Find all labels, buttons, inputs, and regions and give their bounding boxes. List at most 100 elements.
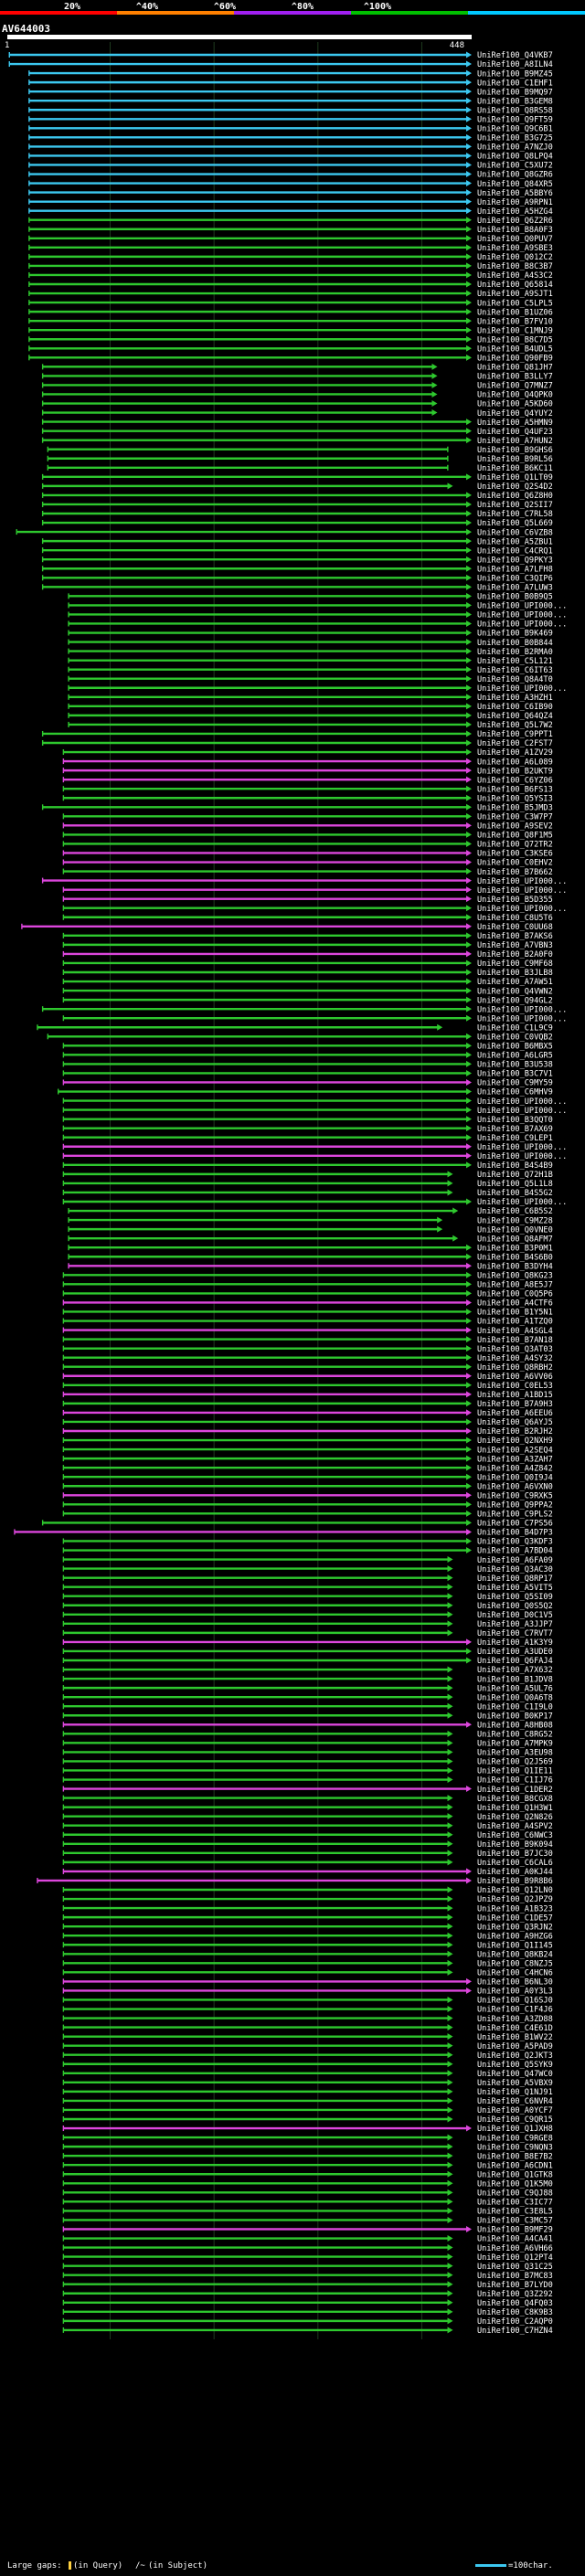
hit-row[interactable]: UniRef100_Q90FB9: [28, 355, 553, 364]
hit-row[interactable]: UniRef100_A7MPK9: [62, 1740, 553, 1749]
hit-label[interactable]: UniRef100_A4S3C2: [477, 271, 553, 281]
hit-row[interactable]: UniRef100_A5BBY6: [28, 189, 553, 198]
hit-label[interactable]: UniRef100_A4SGL4: [477, 1327, 553, 1336]
hit-label[interactable]: UniRef100_Q3Z292: [477, 2290, 553, 2299]
hit-label[interactable]: UniRef100_B7FV10: [477, 317, 553, 326]
hit-label[interactable]: UniRef100_Q4YUY2: [477, 409, 553, 419]
hit-label[interactable]: UniRef100_A5BBY6: [477, 189, 553, 198]
hit-row[interactable]: UniRef100_A6L089: [62, 758, 553, 767]
hit-label[interactable]: UniRef100_Q0I9J4: [477, 1473, 553, 1482]
hit-label[interactable]: UniRef100_C5LPL5: [477, 299, 553, 308]
hit-row[interactable]: UniRef100_Q2JPZ9: [62, 1895, 553, 1904]
hit-label[interactable]: UniRef100_Q4UF23: [477, 428, 553, 437]
hit-row[interactable]: UniRef100_A7LFH8: [41, 565, 553, 574]
hit-label[interactable]: UniRef100_C1DER2: [477, 1786, 553, 1795]
hit-label[interactable]: UniRef100_A4SY32: [477, 1354, 553, 1363]
hit-row[interactable]: UniRef100_C7RVT7: [62, 1629, 553, 1638]
hit-row[interactable]: UniRef100_B4S6B0: [68, 1253, 553, 1262]
hit-label[interactable]: UniRef100_C6NVR4: [477, 2097, 553, 2106]
hit-label[interactable]: UniRef100_B9MF29: [477, 2226, 553, 2235]
hit-row[interactable]: UniRef100_A7AW51: [62, 978, 553, 987]
hit-label[interactable]: UniRef100_Q72H1B: [477, 1171, 553, 1180]
hit-label[interactable]: UniRef100_C9MZ28: [477, 1216, 553, 1225]
hit-label[interactable]: UniRef100_A4CA41: [477, 2235, 553, 2244]
hit-row[interactable]: UniRef100_B2A0F0: [62, 950, 553, 959]
hit-label[interactable]: UniRef100_C3KSE6: [477, 850, 553, 859]
hit-row[interactable]: UniRef100_Q6AYJ5: [62, 1418, 553, 1427]
hit-row[interactable]: UniRef100_C0UU68: [21, 923, 553, 932]
hit-label[interactable]: UniRef100_B8E7B2: [477, 2152, 553, 2161]
hit-label[interactable]: UniRef100_UPI000...: [477, 602, 567, 611]
hit-row[interactable]: UniRef100_Q9C6B1: [28, 125, 553, 134]
hit-row[interactable]: UniRef100_UPI000...: [62, 905, 567, 914]
hit-label[interactable]: UniRef100_C1L9C9: [477, 1023, 553, 1033]
hit-row[interactable]: UniRef100_UPI000...: [62, 1097, 567, 1107]
hit-row[interactable]: UniRef100_C4HCN6: [62, 1969, 553, 1978]
hit-label[interactable]: UniRef100_B3QQT0: [477, 1116, 553, 1125]
hit-row[interactable]: UniRef100_A7HUN2: [41, 437, 553, 446]
hit-label[interactable]: UniRef100_Q81JH7: [477, 364, 553, 373]
hit-row[interactable]: UniRef100_B7AN18: [62, 1336, 553, 1345]
hit-row[interactable]: UniRef100_Q3KDF3: [62, 1538, 553, 1547]
hit-row[interactable]: UniRef100_B7B662: [62, 868, 553, 877]
hit-label[interactable]: UniRef100_C9MY59: [477, 1079, 553, 1088]
hit-label[interactable]: UniRef100_C6YZ06: [477, 776, 553, 785]
hit-row[interactable]: UniRef100_A3HZH1: [68, 694, 553, 703]
hit-row[interactable]: UniRef100_A5ZBU1: [41, 537, 553, 546]
hit-row[interactable]: UniRef100_Q5L669: [41, 519, 553, 528]
hit-label[interactable]: UniRef100_B6FS13: [477, 785, 553, 794]
hit-row[interactable]: UniRef100_B3GEM8: [28, 97, 553, 106]
hit-row[interactable]: UniRef100_C9QJ88: [62, 2189, 553, 2199]
hit-row[interactable]: UniRef100_Q94GL2: [62, 996, 553, 1005]
hit-label[interactable]: UniRef100_Q5L669: [477, 519, 553, 528]
hit-row[interactable]: UniRef100_C1EHF1: [28, 79, 553, 88]
hit-label[interactable]: UniRef100_C9RXK5: [477, 1491, 553, 1500]
hit-row[interactable]: UniRef100_Q4VKB7: [8, 51, 553, 60]
hit-label[interactable]: UniRef100_B8C7D5: [477, 335, 553, 345]
hit-row[interactable]: UniRef100_Q1GTK8: [62, 2170, 553, 2179]
hit-label[interactable]: UniRef100_A4SPV2: [477, 1822, 553, 1831]
hit-label[interactable]: UniRef100_A9SBE3: [477, 244, 553, 253]
hit-row[interactable]: UniRef100_Q8KB24: [62, 1950, 553, 1959]
hit-row[interactable]: UniRef100_C9MZ28: [68, 1216, 553, 1225]
hit-label[interactable]: UniRef100_UPI000...: [477, 684, 567, 694]
hit-row[interactable]: UniRef100_Q2JKT3: [62, 2051, 553, 2061]
hit-label[interactable]: UniRef100_Q8KB24: [477, 1950, 553, 1959]
hit-row[interactable]: UniRef100_A8E5J7: [62, 1281, 553, 1290]
hit-row[interactable]: UniRef100_C3MC57: [62, 2217, 553, 2226]
hit-label[interactable]: UniRef100_B9MQ97: [477, 88, 553, 97]
hit-label[interactable]: UniRef100_Q6AYJ5: [477, 1418, 553, 1427]
hit-row[interactable]: UniRef100_Q3Z292: [62, 2290, 553, 2299]
hit-label[interactable]: UniRef100_Q9PKY3: [477, 556, 553, 565]
hit-label[interactable]: UniRef100_Q9PPA2: [477, 1501, 553, 1511]
hit-label[interactable]: UniRef100_Q0S5Q2: [477, 1602, 553, 1611]
hit-row[interactable]: UniRef100_C1F4J6: [62, 2006, 553, 2015]
hit-label[interactable]: UniRef100_C1I9L0: [477, 1702, 553, 1712]
hit-row[interactable]: UniRef100_A1K3Y9: [62, 1638, 553, 1648]
hit-label[interactable]: UniRef100_Q8A4T0: [477, 675, 553, 684]
hit-row[interactable]: UniRef100_C9LEP1: [62, 1134, 553, 1143]
hit-row[interactable]: UniRef100_A4CTF6: [62, 1299, 553, 1309]
hit-row[interactable]: UniRef100_B6FS13: [62, 785, 553, 794]
hit-label[interactable]: UniRef100_A4CTF6: [477, 1299, 553, 1309]
hit-label[interactable]: UniRef100_Q2NXH9: [477, 1436, 553, 1446]
hit-label[interactable]: UniRef100_B3G725: [477, 134, 553, 143]
hit-row[interactable]: UniRef100_C7HZN4: [62, 2327, 553, 2336]
hit-row[interactable]: UniRef100_B5D355: [62, 896, 553, 905]
hit-label[interactable]: UniRef100_C8K9B3: [477, 2308, 553, 2317]
hit-label[interactable]: UniRef100_B4S4B9: [477, 1161, 553, 1171]
hit-label[interactable]: UniRef100_Q31C25: [477, 2263, 553, 2272]
hit-row[interactable]: UniRef100_Q7MNZ7: [41, 382, 553, 391]
hit-row[interactable]: UniRef100_A0KJ44: [62, 1868, 553, 1877]
hit-label[interactable]: UniRef100_C3E8L5: [477, 2208, 553, 2217]
hit-row[interactable]: UniRef100_A5KD60: [41, 400, 553, 409]
hit-row[interactable]: UniRef100_Q4FQ03: [62, 2299, 553, 2308]
hit-label[interactable]: UniRef100_C5XU72: [477, 162, 553, 171]
hit-label[interactable]: UniRef100_A3JJP7: [477, 1620, 553, 1629]
hit-row[interactable]: UniRef100_B3QQT0: [62, 1116, 553, 1125]
hit-row[interactable]: UniRef100_B1Y5N1: [62, 1309, 553, 1318]
hit-label[interactable]: UniRef100_A0YCF7: [477, 2106, 553, 2115]
hit-label[interactable]: UniRef100_Q8GZR6: [477, 171, 553, 180]
hit-row[interactable]: UniRef100_UPI000...: [68, 602, 567, 611]
hit-row[interactable]: UniRef100_UPI000...: [62, 1107, 567, 1116]
